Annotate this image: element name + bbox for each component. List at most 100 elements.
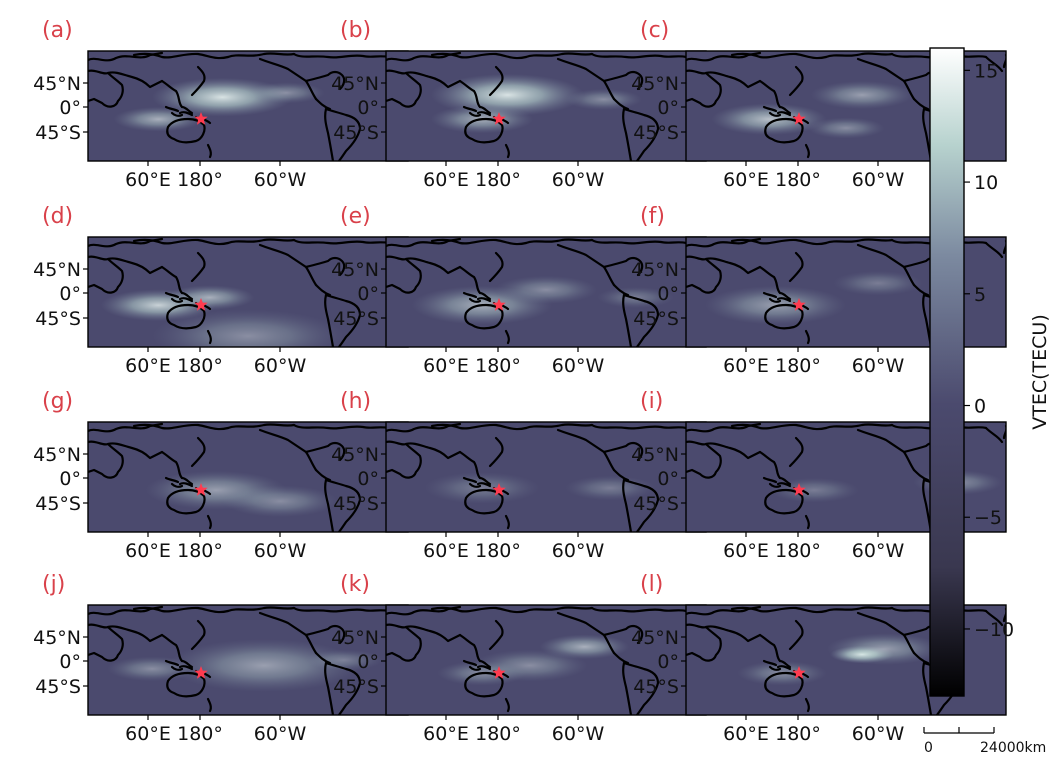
lon-tick-label: 180° xyxy=(177,169,223,191)
lat-tick-label: 0° xyxy=(657,283,679,305)
vtec-anomaly xyxy=(833,270,923,296)
lon-tick-label: 60°E xyxy=(423,723,469,745)
lat-tick-label: 45°S xyxy=(633,122,679,144)
lon-tick-label: 180° xyxy=(177,540,223,562)
lon-tick-label: 60°E xyxy=(723,169,769,191)
lat-tick-label: 45°N xyxy=(33,259,81,281)
lat-tick-label: 0° xyxy=(357,283,379,305)
vtec-map xyxy=(88,422,408,532)
lon-tick-label: 60°W xyxy=(552,723,605,745)
vtec-map xyxy=(386,237,706,347)
vtec-map xyxy=(88,605,408,715)
vtec-anomaly xyxy=(222,485,338,518)
lon-tick-label: 180° xyxy=(177,723,223,745)
lat-tick-label: 45°S xyxy=(333,122,379,144)
lon-tick-label: 60°E xyxy=(125,723,171,745)
lon-tick-label: 60°W xyxy=(254,169,307,191)
lat-tick-label: 45°N xyxy=(331,259,379,281)
lat-tick-label: 45°S xyxy=(35,493,81,515)
lat-tick-label: 45°S xyxy=(633,308,679,330)
epicenter-star-icon xyxy=(792,666,806,679)
lon-tick-label: 60°E xyxy=(423,540,469,562)
panel-label: (d) xyxy=(42,204,73,229)
panel-label: (i) xyxy=(640,389,663,414)
scale-start-label: 0 xyxy=(924,740,933,756)
panel-label: (f) xyxy=(640,204,665,229)
lat-tick-label: 0° xyxy=(59,468,81,490)
lat-tick-label: 45°S xyxy=(633,493,679,515)
epicenter-star-icon xyxy=(792,112,806,125)
lat-tick-label: 0° xyxy=(59,283,81,305)
lon-tick-label: 60°E xyxy=(125,169,171,191)
lon-tick-label: 180° xyxy=(775,169,821,191)
vtec-map xyxy=(386,605,706,715)
lat-tick-label: 45°N xyxy=(631,259,679,281)
vtec-anomaly xyxy=(430,73,585,117)
lat-tick-label: 45°N xyxy=(331,627,379,649)
epicenter-star-icon xyxy=(194,666,208,679)
scale-bar: 0 24000km xyxy=(923,727,1046,756)
map-frame xyxy=(685,236,1007,348)
map-panel-d: (d)45°N0°45°S60°E 180° 60°W xyxy=(33,204,409,377)
lon-tick-label: 180° xyxy=(775,540,821,562)
map-panel-b: (b)45°N0°45°S60°E 180° 60°W xyxy=(331,18,707,191)
panel-label: (l) xyxy=(640,572,663,597)
map-frame xyxy=(685,50,1007,162)
lon-tick-label: 180° xyxy=(475,723,521,745)
lon-tick-label: 180° xyxy=(177,355,223,377)
map-panel-h: (h)45°N0°45°S60°E 180° 60°W xyxy=(331,389,707,562)
lon-tick-label: 60°E xyxy=(125,540,171,562)
lon-tick-label: 180° xyxy=(775,355,821,377)
panel-label: (b) xyxy=(340,18,371,43)
lat-tick-label: 0° xyxy=(657,97,679,119)
lon-tick-label: 60°W xyxy=(852,169,905,191)
vtec-anomaly xyxy=(164,285,255,310)
lon-tick-label: 60°W xyxy=(852,540,905,562)
lon-tick-label: 60°W xyxy=(254,355,307,377)
vtec-anomaly xyxy=(769,477,859,503)
lat-tick-label: 45°S xyxy=(35,122,81,144)
panel-label: (e) xyxy=(340,204,371,229)
epicenter-star-icon xyxy=(194,298,208,311)
map-panel-e: (e)45°N0°45°S60°E 180° 60°W xyxy=(331,204,707,377)
colorbar-tick-label: −10 xyxy=(974,619,1014,641)
lat-tick-label: 45°N xyxy=(631,627,679,649)
lat-tick-label: 45°S xyxy=(35,676,81,698)
lat-tick-label: 0° xyxy=(357,651,379,673)
vtec-anomaly xyxy=(424,472,540,504)
colorbar-tick-label: 5 xyxy=(974,284,986,306)
panel-label: (j) xyxy=(42,572,65,597)
map-frame xyxy=(685,604,1007,716)
vtec-anomaly xyxy=(248,82,325,104)
colorbar-tick-label: 15 xyxy=(974,60,998,82)
colorbar-label: VTEC(TECU) xyxy=(1029,314,1051,429)
map-panel-j: (j)45°N0°45°S60°E 180° 60°W xyxy=(33,572,409,745)
map-panel-a: (a) 45°N 0° 45°S 60°E 180° 60°W xyxy=(33,18,409,191)
lon-tick-label: 60°E xyxy=(423,355,469,377)
epicenter-star-icon xyxy=(492,666,506,679)
lat-tick-label: 45°S xyxy=(35,308,81,330)
scale-end-label: 24000km xyxy=(980,740,1046,756)
panel-label: (a) xyxy=(42,18,73,43)
panel-label: (k) xyxy=(340,572,370,597)
lat-tick-label: 0° xyxy=(59,97,81,119)
vtec-map xyxy=(88,51,408,161)
vtec-anomaly xyxy=(807,117,885,139)
lon-tick-label: 60°E xyxy=(125,355,171,377)
lat-tick-label: 45°N xyxy=(331,444,379,466)
epicenter-star-icon xyxy=(492,483,506,496)
lon-tick-label: 60°E xyxy=(723,540,769,562)
lon-tick-label: 60°W xyxy=(552,355,605,377)
vtec-map xyxy=(88,237,408,347)
lat-tick-label: 45°N xyxy=(331,73,379,95)
lon-tick-label: 60°E xyxy=(723,723,769,745)
lon-tick-label: 180° xyxy=(775,723,821,745)
epicenter-star-icon xyxy=(792,483,806,496)
vtec-map xyxy=(386,51,706,161)
panel-label: (c) xyxy=(640,18,669,43)
lon-tick-label: 180° xyxy=(475,540,521,562)
vtec-anomaly xyxy=(711,103,827,136)
epicenter-star-icon xyxy=(792,298,806,311)
lat-tick-label: 45°N xyxy=(33,627,81,649)
lon-tick-label: 60°W xyxy=(852,355,905,377)
